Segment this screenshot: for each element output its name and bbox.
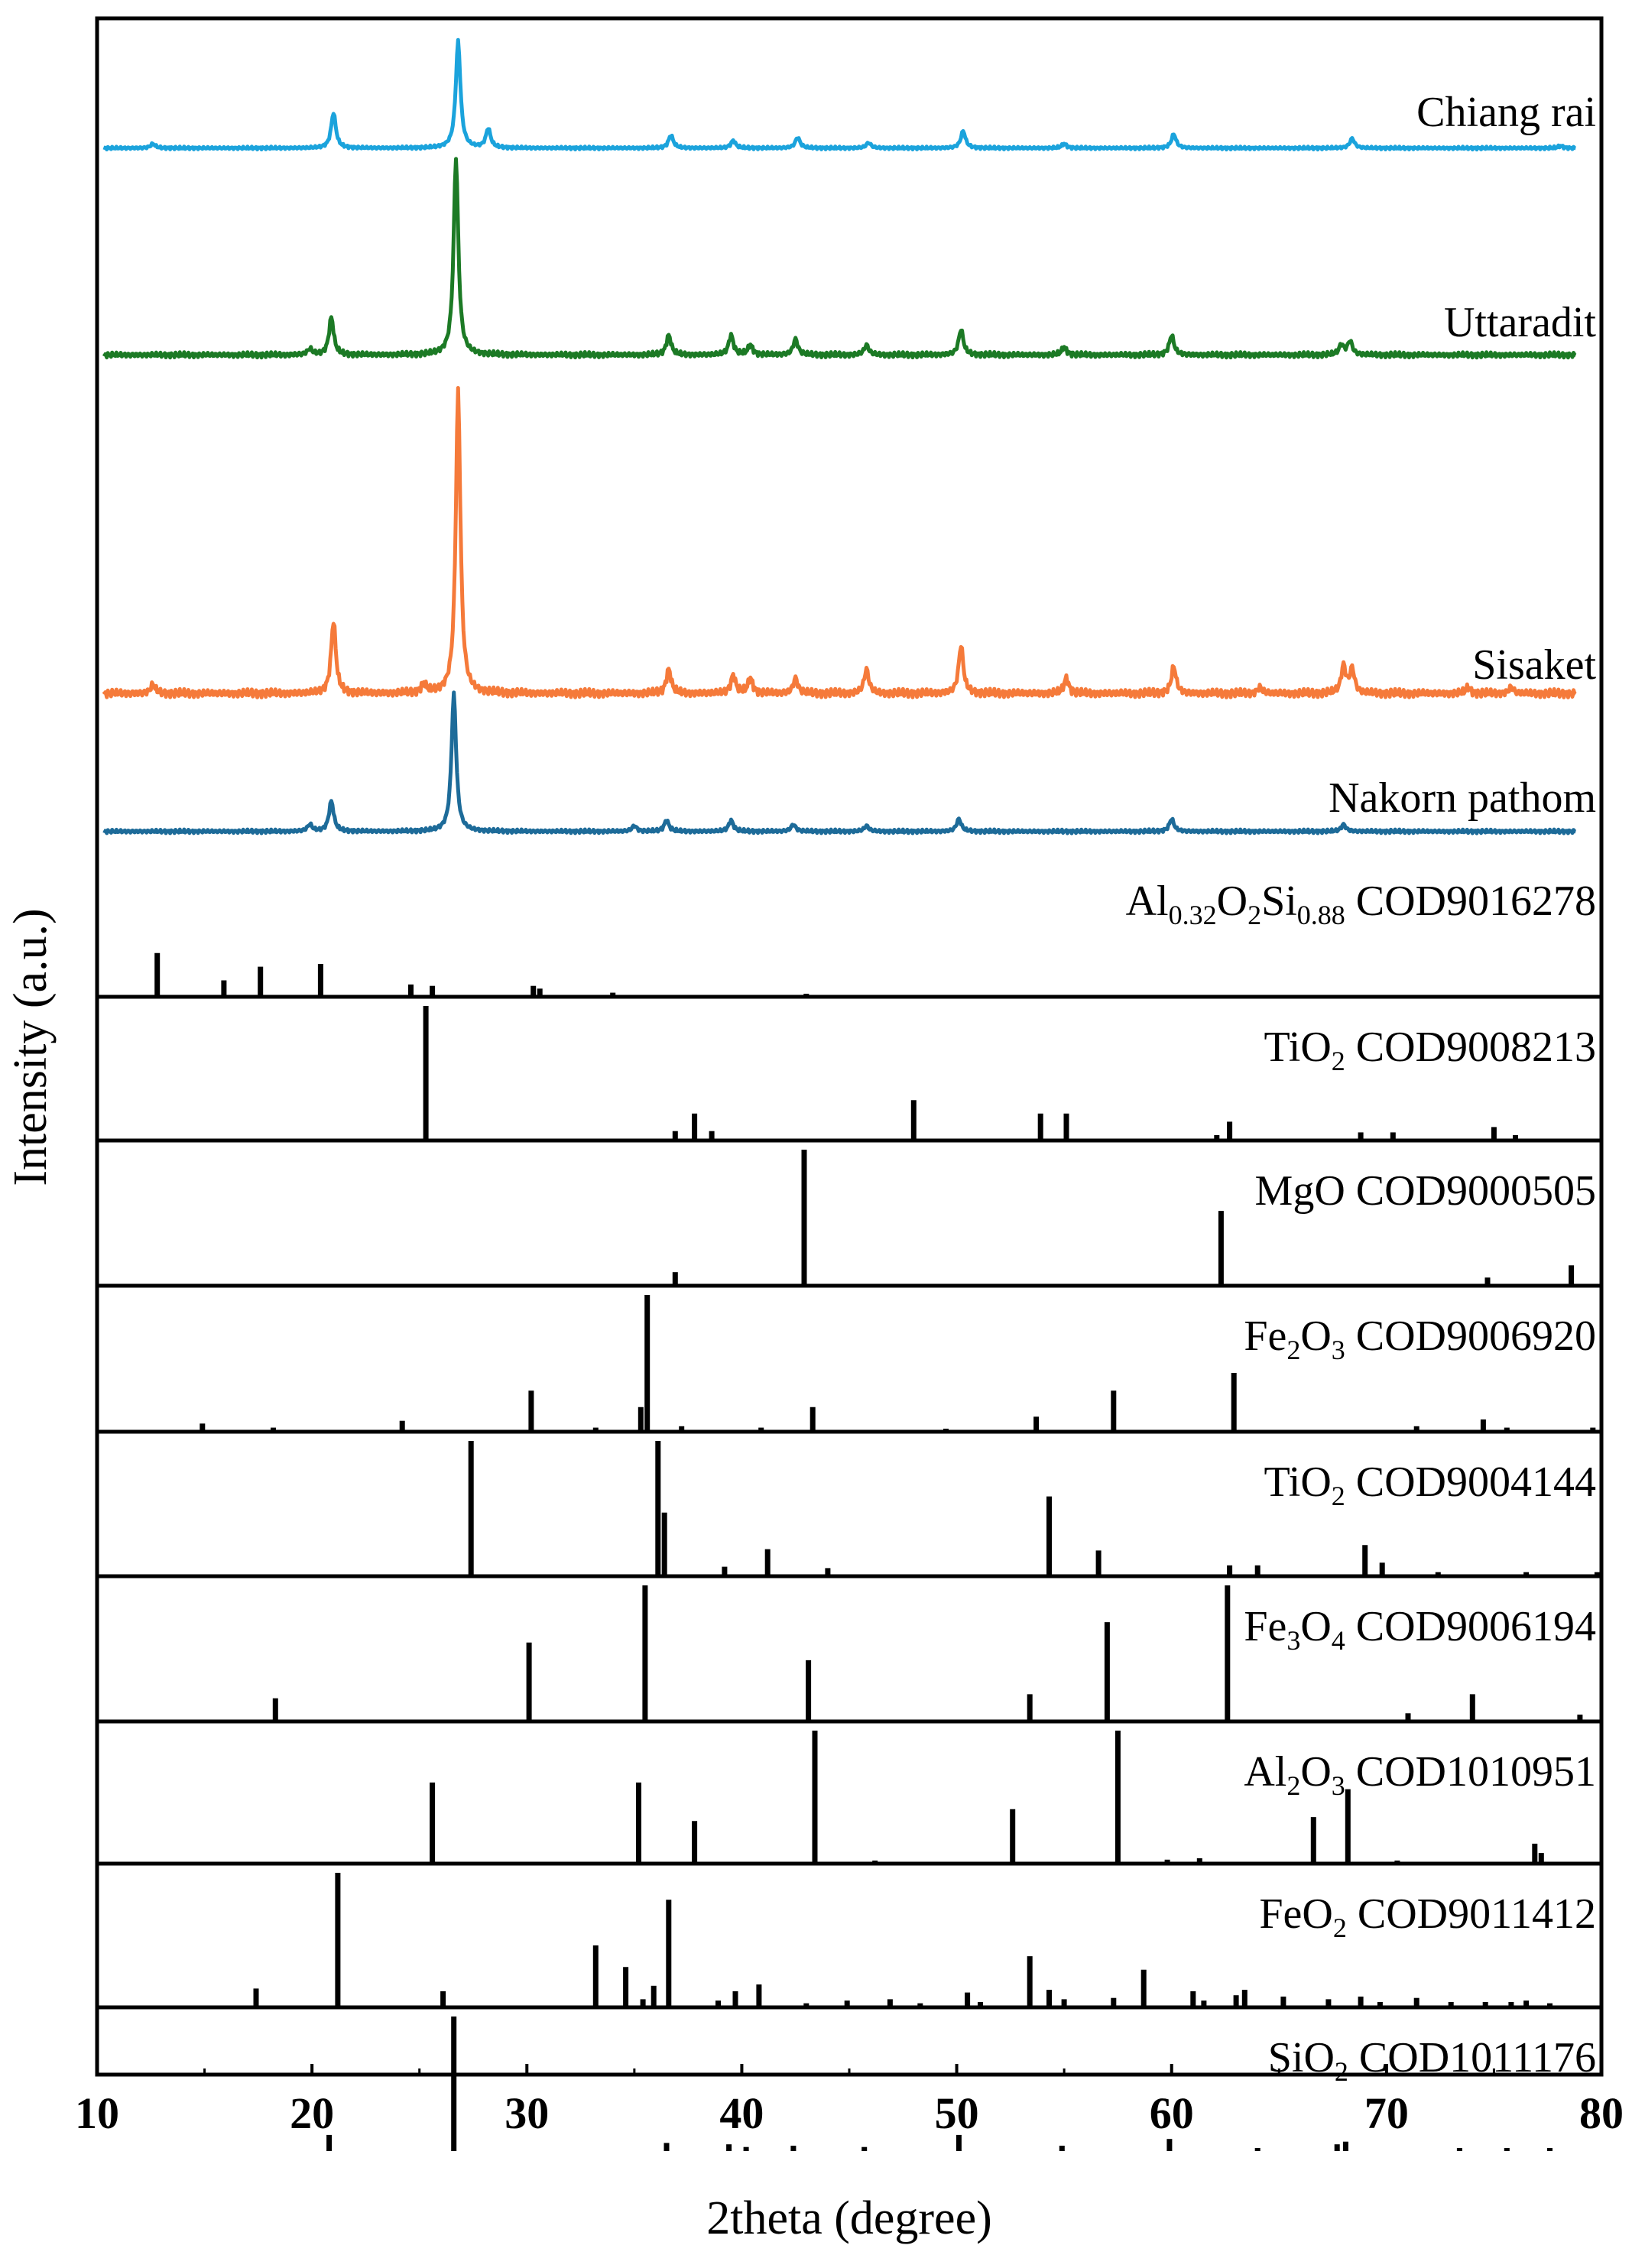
reference-label: Fe3O4 COD9006194 — [1244, 1603, 1596, 1656]
reference-0 — [154, 952, 810, 997]
pattern-line — [102, 37, 1577, 152]
x-axis-label: 2theta (degree) — [706, 2192, 991, 2244]
x-tick-label: 10 — [75, 2088, 119, 2138]
formula-element: O — [1300, 1603, 1331, 1650]
reference-patterns — [154, 952, 1600, 2151]
formula-subscript: 2 — [1333, 1913, 1347, 1943]
formula-element: FeO — [1259, 1890, 1332, 1938]
formula-subscript: 2 — [1248, 900, 1261, 930]
sample-label: Sisaket — [1472, 641, 1596, 689]
reference-code: COD9016278 — [1345, 878, 1596, 925]
x-tick-label: 30 — [505, 2088, 549, 2138]
reference-3 — [200, 1295, 1596, 1432]
reference-code: COD9004144 — [1345, 1458, 1596, 1506]
formula-element: O — [1300, 1312, 1331, 1360]
reference-label: TiO2 COD9004144 — [1264, 1458, 1596, 1511]
formula-subscript: 0.88 — [1297, 900, 1345, 930]
pattern-line — [102, 157, 1577, 360]
reference-5 — [272, 1585, 1583, 1721]
reference-label: MgO COD9000505 — [1255, 1167, 1596, 1215]
y-axis-label: Intensity (a.u.) — [5, 908, 57, 1186]
reference-label: FeO2 COD9011412 — [1259, 1890, 1596, 1943]
formula-element: Al — [1126, 878, 1169, 925]
sample-1 — [102, 157, 1577, 360]
formula-subscript: 2 — [1332, 1481, 1345, 1511]
series-labels: Chiang rai Uttaradit Sisaket Nakorn pathom A… — [1126, 89, 1597, 2087]
reference-code: COD9011412 — [1347, 1890, 1596, 1938]
sample-label: Nakorn pathom — [1329, 774, 1596, 822]
sample-3 — [102, 690, 1577, 835]
reference-label: TiO2 COD9008213 — [1264, 1024, 1596, 1076]
x-axis-ticks: 10 20 30 40 50 60 70 80 — [75, 2064, 1624, 2138]
formula-element: TiO — [1264, 1458, 1332, 1506]
formula-subscript: 3 — [1332, 1335, 1345, 1365]
x-tick-label: 80 — [1579, 2088, 1624, 2138]
formula-element: Si — [1261, 878, 1297, 925]
reference-code: COD9006194 — [1345, 1603, 1596, 1650]
x-tick-label: 60 — [1150, 2088, 1194, 2138]
x-tick-label: 50 — [935, 2088, 979, 2138]
formula-element: O — [1217, 878, 1248, 925]
formula-subscript: 4 — [1332, 1625, 1345, 1656]
formula-element: TiO — [1264, 1024, 1332, 1071]
formula-subscript: 2 — [1286, 1770, 1300, 1801]
reference-code: COD9000505 — [1345, 1167, 1596, 1215]
formula-subscript: 0.32 — [1169, 900, 1217, 930]
sample-label: Uttaradit — [1444, 299, 1596, 346]
reference-label: Al0.32O2Si0.88 COD9016278 — [1126, 878, 1596, 930]
formula-subscript: 3 — [1286, 1625, 1300, 1656]
reference-2 — [672, 1150, 1575, 1286]
reference-code: COD9008213 — [1345, 1024, 1596, 1071]
x-tick-label: 20 — [290, 2088, 334, 2138]
reference-code: COD9006920 — [1345, 1312, 1596, 1360]
sample-0 — [102, 37, 1577, 152]
sample-label: Chiang rai — [1416, 89, 1596, 136]
sample-patterns — [102, 37, 1577, 835]
formula-subscript: 3 — [1332, 1770, 1345, 1801]
formula-subscript: 2 — [1335, 2056, 1348, 2087]
band-separators — [97, 994, 1601, 2010]
formula-element: O — [1300, 1748, 1331, 1796]
reference-label: Al2O3 COD1010951 — [1244, 1748, 1596, 1801]
formula-subscript: 2 — [1286, 1335, 1300, 1365]
reference-label: Fe2O3 COD9006920 — [1244, 1312, 1596, 1365]
pattern-line — [102, 690, 1577, 835]
formula-element: Fe — [1244, 1312, 1286, 1360]
formula-element: Fe — [1244, 1603, 1286, 1650]
reference-7 — [253, 1873, 1553, 2007]
formula-element: Al — [1244, 1748, 1286, 1796]
reference-label: SiO2 COD1011176 — [1268, 2034, 1596, 2087]
reference-8 — [326, 2017, 1553, 2151]
sample-2 — [102, 386, 1577, 699]
reference-4 — [468, 1441, 1600, 1576]
formula-element: MgO — [1255, 1167, 1345, 1215]
pattern-line — [102, 386, 1577, 699]
reference-1 — [423, 1006, 1518, 1140]
reference-6 — [430, 1731, 1544, 1864]
reference-code: COD1010951 — [1345, 1748, 1596, 1796]
x-tick-label: 70 — [1364, 2088, 1409, 2138]
x-tick-label: 40 — [719, 2088, 764, 2138]
formula-subscript: 2 — [1332, 1046, 1345, 1076]
